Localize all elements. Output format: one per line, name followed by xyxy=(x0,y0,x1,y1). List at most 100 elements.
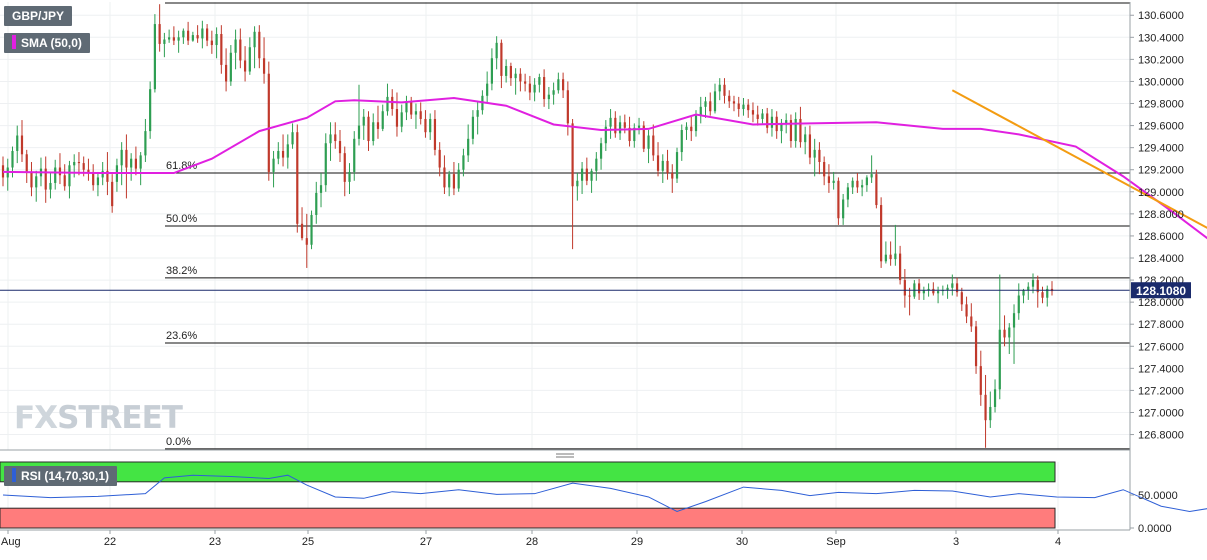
candle-body xyxy=(376,122,380,129)
candle-body xyxy=(908,295,911,297)
candle-body xyxy=(794,118,797,142)
candle-body xyxy=(1046,288,1049,298)
candle-body xyxy=(82,163,85,170)
fib-label: 0.0% xyxy=(166,436,191,448)
candle-body xyxy=(277,150,280,159)
candle-body xyxy=(343,153,346,182)
candle-body xyxy=(1036,280,1039,293)
candle-body xyxy=(20,135,24,155)
candle-body xyxy=(405,101,408,113)
rsi-indicator-badge[interactable]: RSI (14,70,30,1) xyxy=(4,466,118,486)
candle-body xyxy=(476,110,479,117)
candle-body xyxy=(210,40,213,46)
candle-body xyxy=(324,143,327,186)
candle-body xyxy=(785,120,788,125)
x-tick-label: 27 xyxy=(420,536,432,548)
candle-body xyxy=(538,77,541,85)
candle-body xyxy=(580,168,584,181)
candle-body xyxy=(585,168,588,181)
y-tick-label: 130.2000 xyxy=(1138,54,1184,66)
candle-body xyxy=(234,39,237,53)
candle-body xyxy=(153,24,156,90)
candle-body xyxy=(979,366,982,395)
candle-body xyxy=(73,162,76,166)
candle-body xyxy=(528,83,531,93)
candle-body xyxy=(25,154,28,172)
sma-indicator-label: SMA (50,0) xyxy=(21,36,82,50)
candle-body xyxy=(993,389,997,407)
candle-body xyxy=(984,394,987,421)
symbol-label-badge[interactable]: GBP/JPY xyxy=(4,6,73,26)
y-tick-label: 128.8000 xyxy=(1138,209,1184,221)
candle-body xyxy=(974,326,978,367)
y-tick-label: 128.0000 xyxy=(1138,297,1184,309)
candle-body xyxy=(766,113,769,128)
candle-body xyxy=(818,149,821,162)
last-price-box xyxy=(1131,282,1191,299)
candle-body xyxy=(903,280,906,296)
candle-body xyxy=(486,83,489,96)
candle-body xyxy=(732,101,736,104)
candle-body xyxy=(125,149,128,168)
candle-body xyxy=(865,177,868,186)
candle-body xyxy=(561,79,565,91)
candle-body xyxy=(1031,280,1035,287)
candle-body xyxy=(11,150,14,168)
candle-body xyxy=(400,112,403,127)
fib-label: 38.2% xyxy=(166,265,197,277)
y-tick-label: 128.4000 xyxy=(1138,253,1184,265)
rsi-tick-label: 0.0000 xyxy=(1138,523,1172,535)
candle-body xyxy=(54,167,57,183)
candle-body xyxy=(1003,329,1006,338)
sma-color-swatch xyxy=(12,35,16,49)
candle-body xyxy=(395,109,399,127)
candle-body xyxy=(509,66,512,79)
candle-body xyxy=(856,180,859,188)
candle-body xyxy=(547,94,550,100)
candle-body xyxy=(965,304,968,317)
candle-body xyxy=(329,134,332,144)
rsi-color-swatch xyxy=(12,468,16,482)
candle-body xyxy=(680,130,683,153)
candle-body xyxy=(448,174,451,188)
candle-body xyxy=(1008,327,1011,338)
candle-body xyxy=(182,30,185,38)
candle-body xyxy=(490,58,494,84)
y-tick-label: 130.0000 xyxy=(1138,76,1184,88)
sma-indicator-badge[interactable]: SMA (50,0) xyxy=(4,33,90,53)
candle-body xyxy=(77,162,81,164)
candle-body xyxy=(756,114,759,119)
candle-body xyxy=(224,64,228,82)
candle-body xyxy=(960,292,963,305)
candle-body xyxy=(163,39,166,44)
candle-body xyxy=(158,24,161,44)
candle-body xyxy=(827,176,831,183)
candle-body xyxy=(751,110,755,115)
candle-body xyxy=(804,134,807,143)
x-tick-label: 30 xyxy=(736,536,748,548)
candle-body xyxy=(248,47,251,72)
candle-body xyxy=(243,60,247,72)
candle-body xyxy=(315,192,318,215)
last-price-label: 128.1080 xyxy=(1136,284,1186,298)
candle-body xyxy=(590,170,593,181)
candle-body xyxy=(628,127,631,142)
y-tick-label: 129.6000 xyxy=(1138,121,1184,133)
candle-body xyxy=(875,174,878,206)
candle-body xyxy=(571,123,574,187)
candle-body xyxy=(932,288,935,294)
candle-body xyxy=(543,77,546,100)
candle-body xyxy=(144,131,147,156)
rsi-line xyxy=(2,474,1207,513)
candle-body xyxy=(936,291,940,294)
candle-body xyxy=(576,180,579,187)
candle-body xyxy=(808,134,812,158)
candle-body xyxy=(58,167,62,176)
candle-body xyxy=(1017,295,1020,314)
candle-body xyxy=(471,116,475,139)
candle-body xyxy=(372,122,375,142)
candle-body xyxy=(120,149,123,166)
candle-body xyxy=(951,283,954,288)
candle-body xyxy=(604,126,607,144)
